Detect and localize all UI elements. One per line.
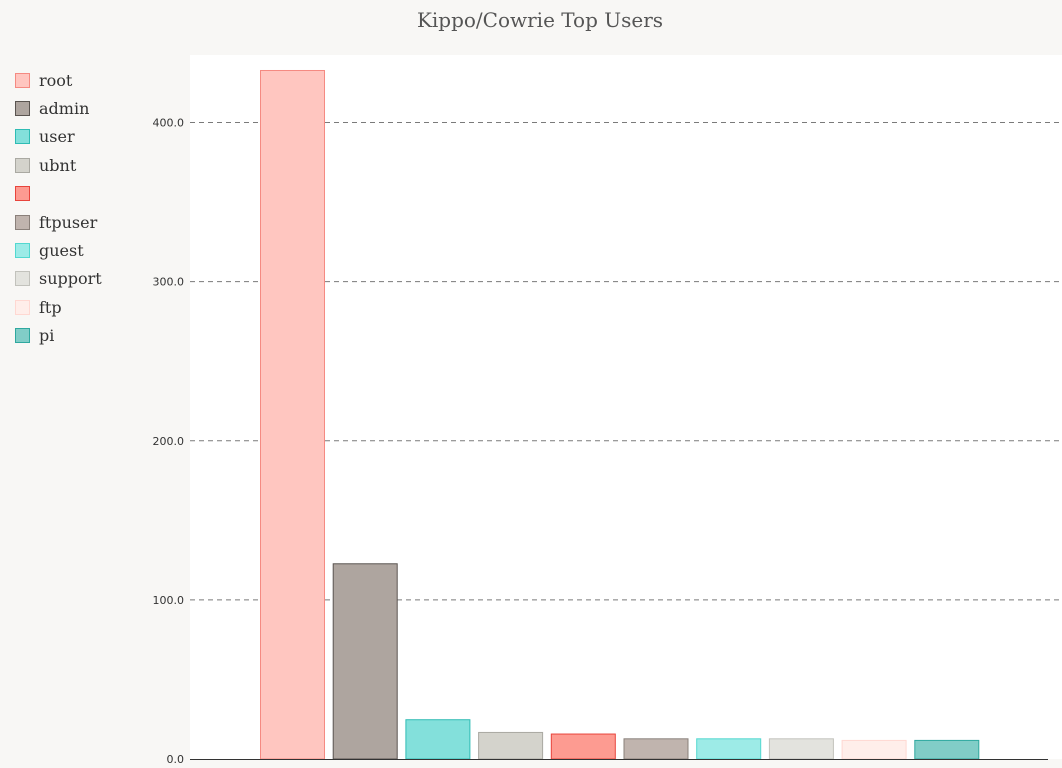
bar-user: [405, 719, 471, 760]
legend-label: support: [39, 269, 102, 289]
legend-label: ftp: [39, 297, 62, 317]
legend-label: ftpuser: [39, 212, 98, 232]
legend-swatch: [15, 299, 30, 315]
legend-item[interactable]: user: [15, 123, 102, 151]
legend-item[interactable]: ubnt: [15, 151, 102, 179]
bar-guest: [696, 738, 762, 760]
legend-swatch: [15, 243, 30, 259]
y-tick-label: 300.0: [153, 276, 185, 289]
legend-item[interactable]: root: [15, 66, 102, 94]
bar-ftpuser: [623, 738, 689, 760]
legend-item[interactable]: pi: [15, 322, 102, 350]
legend-swatch: [15, 328, 30, 344]
legend-item[interactable]: guest: [15, 236, 102, 264]
legend-swatch: [15, 72, 30, 88]
legend-label: pi: [39, 326, 55, 346]
legend-item[interactable]: [15, 180, 102, 208]
bar-root: [260, 69, 325, 760]
y-tick-label: 0.0: [167, 753, 185, 766]
legend-swatch: [15, 186, 30, 202]
legend: root admin user ubnt ftpuser guest support ftp p…: [15, 66, 102, 350]
y-tick-label: 100.0: [153, 594, 185, 607]
legend-label: ubnt: [39, 155, 77, 175]
legend-label: root: [39, 70, 73, 90]
bar-ftp: [841, 739, 907, 760]
legend-item[interactable]: support: [15, 265, 102, 293]
bar-admin: [332, 563, 398, 760]
y-tick-label: 400.0: [153, 117, 185, 130]
bar-pi: [914, 739, 980, 760]
chart-title: Kippo/Cowrie Top Users: [416, 8, 664, 32]
legend-swatch: [15, 129, 30, 145]
legend-swatch: [15, 101, 30, 117]
legend-swatch: [15, 157, 30, 173]
bar-ubnt: [478, 731, 544, 760]
legend-label: guest: [39, 241, 84, 261]
legend-label: admin: [39, 99, 90, 119]
legend-item[interactable]: ftp: [15, 293, 102, 321]
legend-item[interactable]: admin: [15, 94, 102, 122]
bar-unnamed: [550, 733, 616, 760]
legend-label: user: [39, 127, 75, 147]
y-tick-label: 200.0: [153, 435, 185, 448]
bar-support: [768, 738, 834, 760]
legend-swatch: [15, 214, 30, 230]
legend-item[interactable]: ftpuser: [15, 208, 102, 236]
legend-swatch: [15, 271, 30, 287]
